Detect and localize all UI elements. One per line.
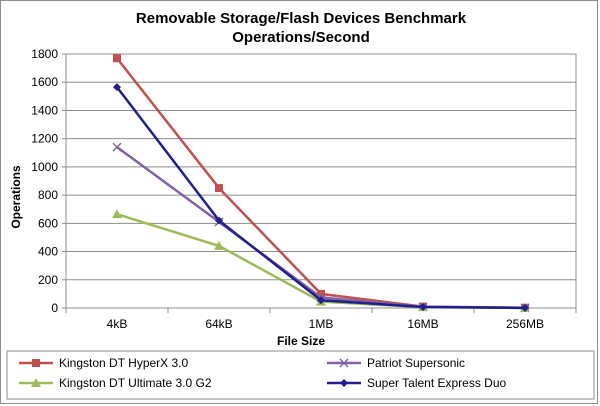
x-tick-label: 64kB (205, 317, 232, 331)
y-tick-label: 1400 (31, 103, 58, 117)
x-tick-label: 4kB (107, 317, 128, 331)
legend-item: Patriot Supersonic (327, 356, 465, 370)
data-point (521, 303, 529, 312)
y-tick-label: 400 (38, 245, 58, 259)
series-patriot-supersonic (112, 142, 530, 313)
data-point (113, 54, 121, 63)
x-tick-label: 16MB (407, 317, 438, 331)
legend-box (6, 350, 595, 400)
data-point (31, 378, 41, 387)
axes (62, 53, 577, 313)
data-point (317, 289, 325, 298)
data-point (215, 184, 223, 193)
chart-subtitle: Operations/Second (232, 29, 370, 46)
y-tick-label: 800 (38, 188, 58, 202)
y-axis-title: Operations (9, 165, 23, 229)
data-point (215, 216, 223, 225)
legend: Kingston DT HyperX 3.0 Patriot Supersonic… (19, 356, 507, 390)
x-axis-title: File Size (277, 334, 325, 348)
data-point (112, 209, 122, 219)
y-tick-label: 1200 (31, 132, 58, 146)
series-line (116, 86, 526, 310)
legend-label: Kingston DT HyperX 3.0 (59, 356, 189, 370)
series-kingston-dt-hyperx-3-0 (113, 54, 529, 312)
y-tick-label: 1800 (31, 47, 58, 61)
data-point (113, 83, 121, 92)
gridlines (66, 81, 576, 281)
x-tick-labels: 4kB 64kB 1MB 16MB 256MB (107, 317, 544, 331)
y-tick-label: 1000 (31, 160, 58, 174)
data-point (340, 379, 348, 387)
plot-area (65, 53, 577, 309)
series-line (116, 57, 526, 309)
data-point (214, 240, 224, 250)
y-tick-label: 600 (38, 216, 58, 230)
data-point (32, 359, 40, 367)
legend-label: Kingston DT Ultimate 3.0 G2 (59, 376, 212, 390)
data-point (339, 358, 349, 368)
y-tick-label: 0 (51, 301, 58, 315)
data-point (317, 296, 325, 305)
legend-item: Super Talent Express Duo (327, 376, 507, 390)
series-line (116, 146, 526, 310)
x-tick-label: 1MB (309, 317, 334, 331)
x-tick-label: 256MB (506, 317, 544, 331)
legend-label: Patriot Supersonic (367, 356, 465, 370)
series-lines (112, 54, 530, 313)
series-super-talent-express-duo (113, 83, 529, 312)
data-point (112, 142, 122, 152)
y-tick-label: 1600 (31, 75, 58, 89)
chart-title: Removable Storage/Flash Devices Benchmar… (136, 10, 467, 27)
legend-item: Kingston DT Ultimate 3.0 G2 (19, 376, 212, 390)
y-tick-label: 200 (38, 273, 58, 287)
y-tick-labels: 0 200 400 600 800 1000 1200 1400 1600 1800 (31, 47, 58, 315)
data-point (419, 303, 427, 312)
legend-label: Super Talent Express Duo (367, 376, 507, 390)
legend-item: Kingston DT HyperX 3.0 (19, 356, 189, 370)
